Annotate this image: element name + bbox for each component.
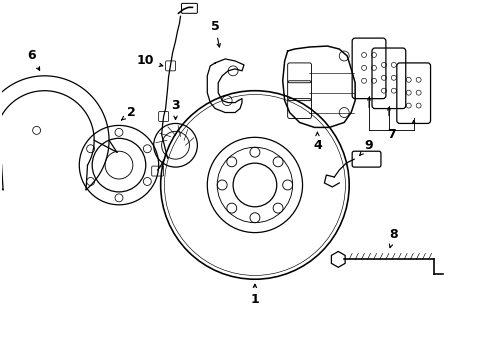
Text: 8: 8 bbox=[388, 228, 397, 248]
Text: 2: 2 bbox=[121, 106, 135, 120]
Text: 10: 10 bbox=[137, 54, 163, 67]
Text: 5: 5 bbox=[210, 20, 220, 47]
Text: 9: 9 bbox=[359, 139, 372, 156]
Text: 6: 6 bbox=[27, 49, 40, 70]
Text: 3: 3 bbox=[171, 99, 180, 120]
Text: 1: 1 bbox=[250, 284, 259, 306]
Text: 4: 4 bbox=[312, 132, 321, 152]
Text: 7: 7 bbox=[386, 128, 395, 141]
